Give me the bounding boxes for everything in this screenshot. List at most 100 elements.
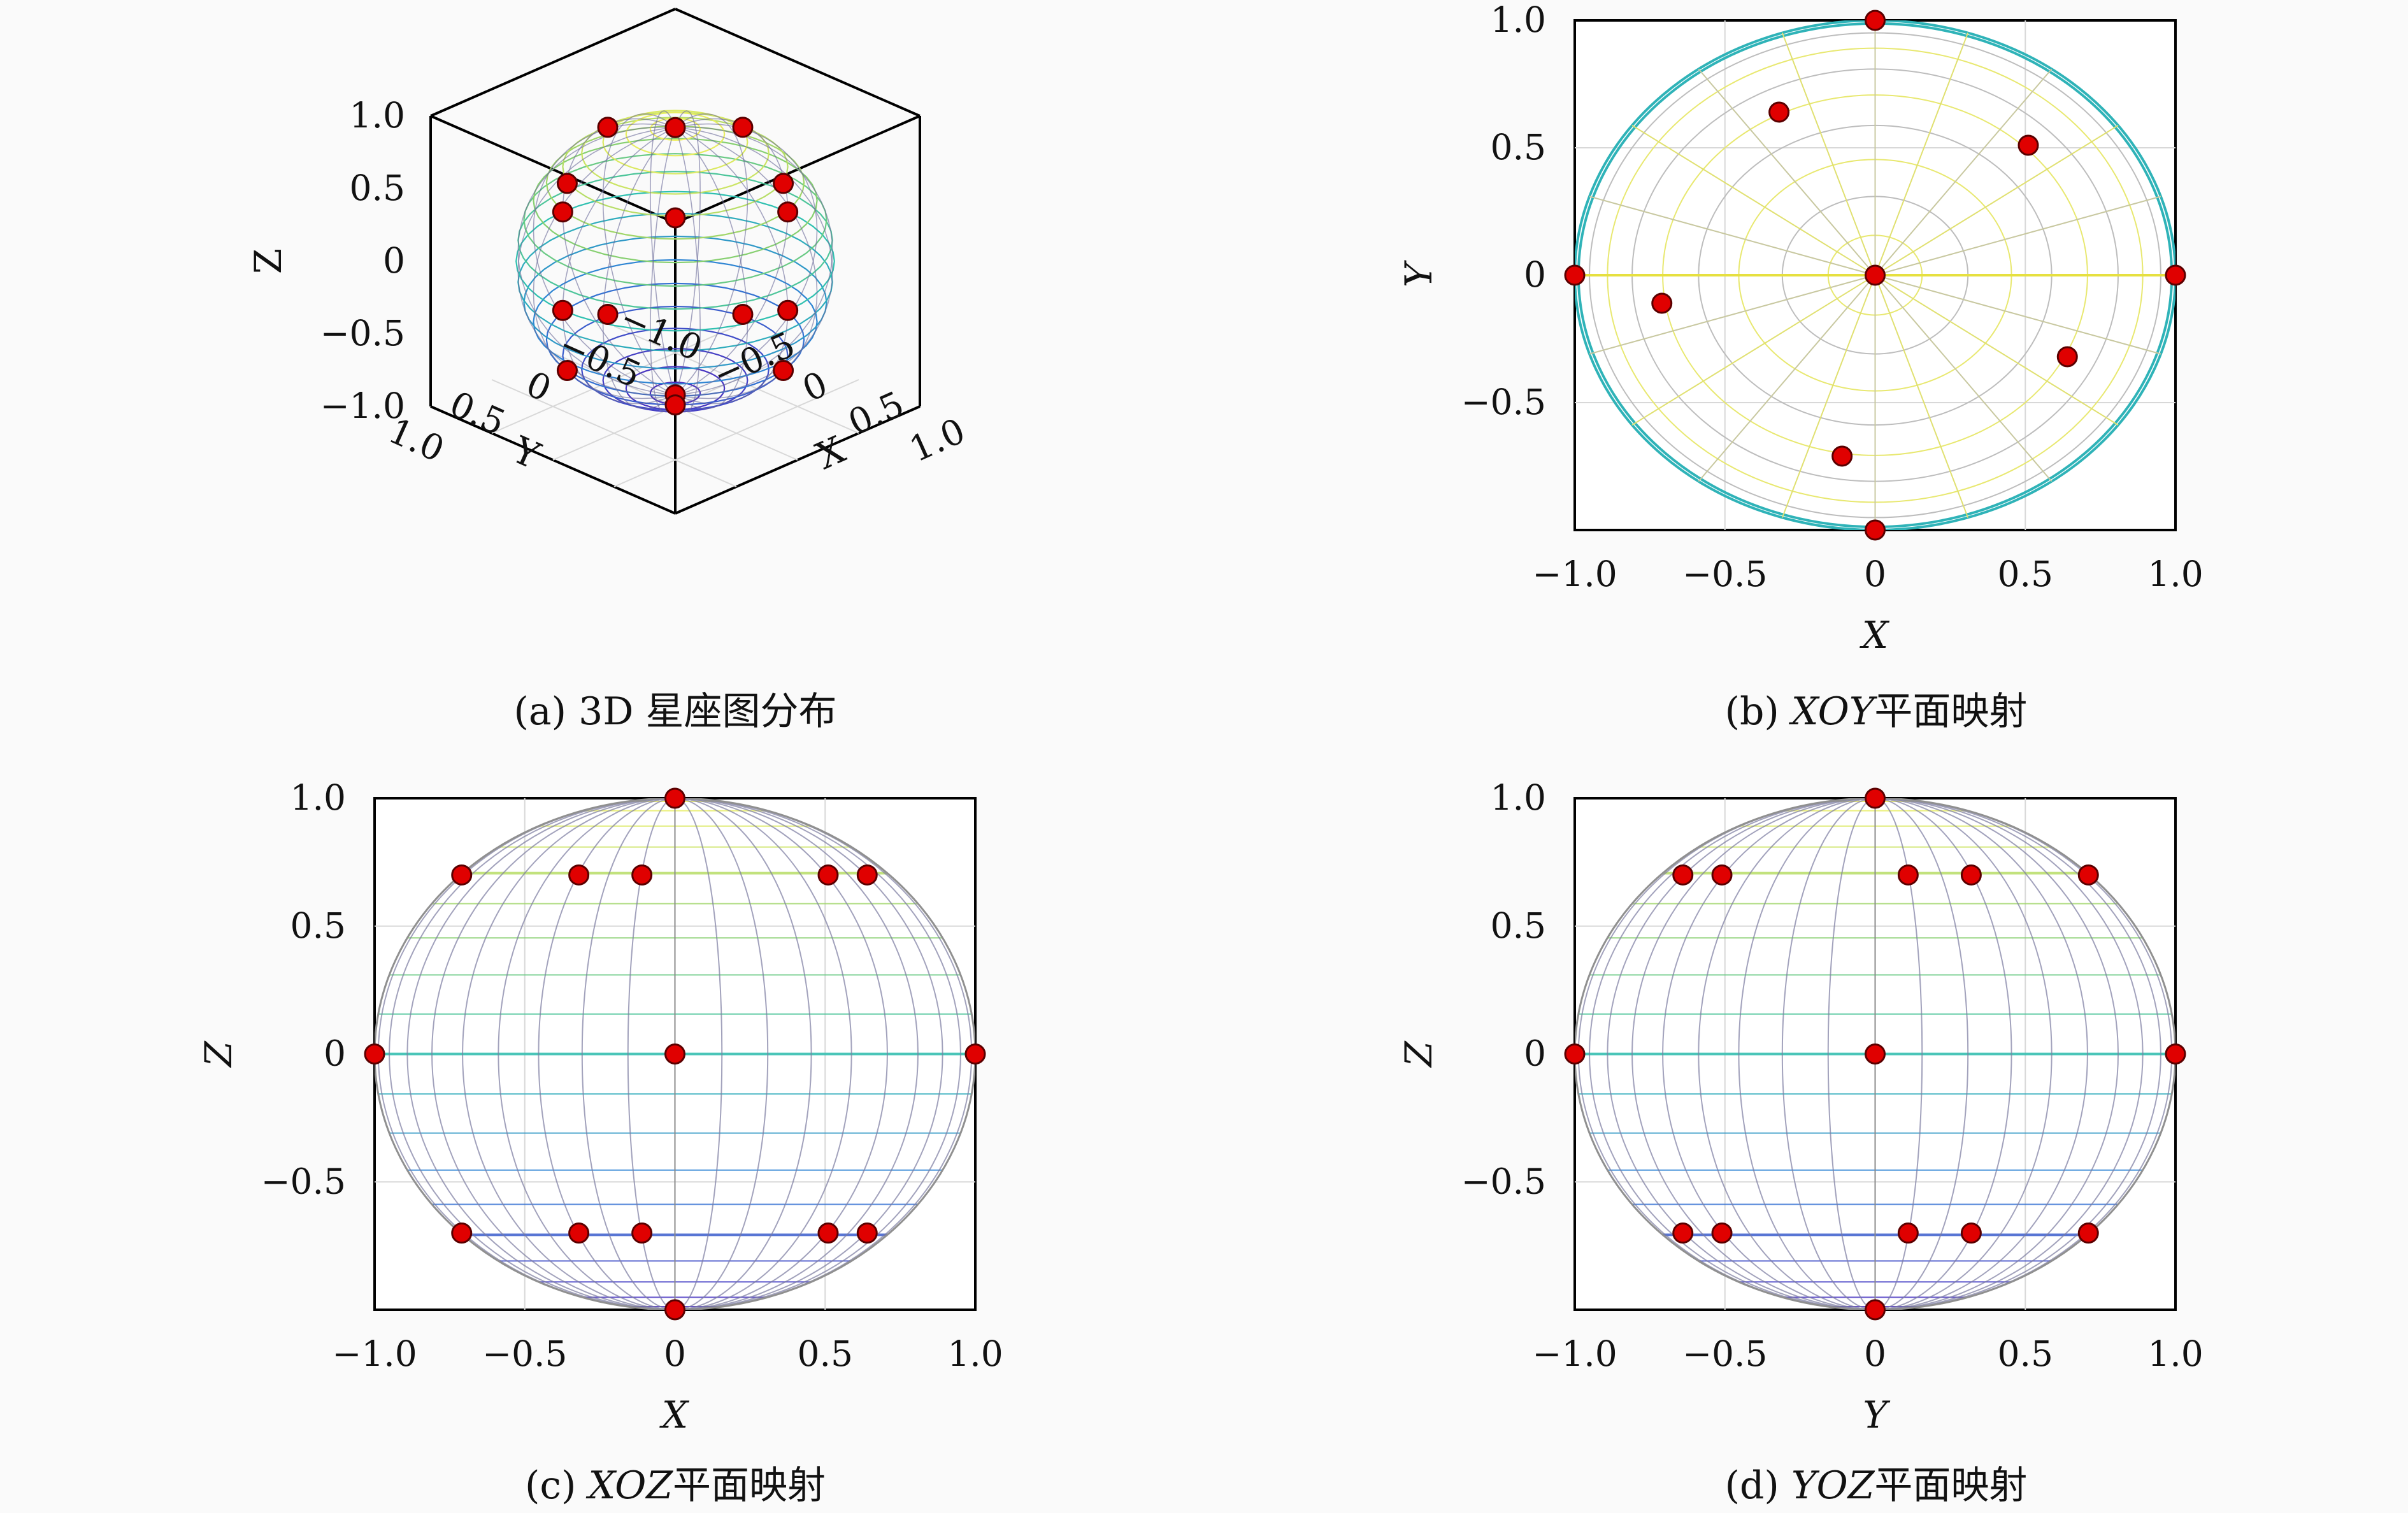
data-point [664, 117, 686, 138]
data-point [732, 117, 754, 138]
data-point [1897, 1223, 1919, 1244]
meridian-line [1589, 275, 1875, 355]
meridian-line [1781, 275, 1876, 518]
box-edge [675, 8, 921, 117]
data-point [2165, 1043, 2186, 1065]
panel-c-chart: −1.0 −0.5 0 0.5 1.0 1.0 0.5 0 −0.5 X Z [197, 777, 1003, 1437]
meridian-ellipse [538, 798, 812, 1310]
meridian-ellipse [627, 798, 723, 1310]
data-point [777, 201, 799, 223]
data-point [1897, 864, 1919, 886]
data-point [556, 360, 578, 382]
meridian-ellipse [581, 798, 769, 1310]
data-point [773, 173, 794, 194]
y-tick-label: 0 [1524, 254, 1546, 295]
x-tick-label: −1.0 [1532, 554, 1617, 594]
z-tick-label: −0.5 [320, 313, 405, 354]
meridian-line [1874, 275, 2053, 482]
panel-c-caption-italic: XOZ [585, 1463, 673, 1508]
y-tick-label: 0.5 [1491, 905, 1546, 946]
panel-a-3d-chart: 1.00.50−0.5−1.0Z1.00.5 0−0.5−1.0Y−0.50 0.5… [247, 8, 971, 515]
x-tick-label: 0 [1864, 554, 1886, 594]
data-point [1865, 10, 1886, 31]
data-point [1960, 864, 1982, 886]
meridian-ellipse [1631, 798, 2119, 1310]
data-point [568, 864, 590, 886]
data-point [597, 117, 619, 138]
data-point [631, 1223, 653, 1244]
meridian-ellipse [462, 798, 888, 1310]
data-point [732, 303, 754, 325]
y-axis-label: Z [1397, 1040, 1440, 1068]
meridian-line [675, 126, 833, 396]
meridian-line [675, 127, 701, 412]
panel-a-caption: (a) 3D 星座图分布 [513, 689, 836, 734]
meridian-ellipse [498, 798, 852, 1310]
meridian-line [1874, 68, 2053, 276]
x-tick-label: 0.5 [1998, 554, 2053, 594]
meridian-line [1631, 125, 1876, 276]
data-point [631, 864, 653, 886]
data-point [597, 303, 619, 325]
x-tick-label: 1.0 [947, 1333, 1003, 1374]
y-tick-label: 1.0 [290, 777, 346, 818]
y-tick-label: −0.5 [261, 1161, 346, 1201]
data-point [1672, 864, 1694, 886]
panel-b-caption-italic: XOY [1789, 689, 1878, 734]
meridian-ellipse [1781, 798, 1969, 1310]
data-point [664, 787, 685, 809]
data-point [1960, 1223, 1982, 1244]
y-tick-label: −0.5 [1461, 382, 1546, 422]
data-point [664, 207, 686, 229]
meridian-line [1874, 275, 1969, 518]
x-axis-label: Y [1863, 1393, 1890, 1437]
x-axis-label: X [659, 1393, 690, 1437]
meridian-ellipse [1662, 798, 2088, 1310]
panel-b-caption: (b) XOY平面映射 [1725, 689, 2028, 734]
y-tick-label: 0 [1524, 1033, 1546, 1074]
meridian-ellipse [1607, 798, 2144, 1310]
z-tick-label: 0 [383, 240, 405, 281]
meridian-line [1698, 68, 1876, 276]
panel-d-caption-italic: YOZ [1791, 1463, 1875, 1508]
data-point [1865, 264, 1886, 286]
data-point [364, 1043, 385, 1065]
data-point [773, 360, 794, 382]
x-tick-label: 0 [664, 1333, 686, 1374]
data-point [856, 864, 878, 886]
data-point [1831, 445, 1853, 467]
y-tick-label: 0 [324, 1033, 346, 1074]
meridian-ellipse [1827, 798, 1923, 1310]
x-tick-label: −0.5 [1682, 1333, 1768, 1374]
meridian-line [1589, 196, 1875, 276]
data-point [556, 173, 578, 194]
y-tick-label: 0.5 [1491, 127, 1546, 168]
meridian-line [1781, 32, 1876, 276]
data-point [552, 299, 573, 321]
data-point [1711, 864, 1733, 886]
data-point [1768, 101, 1790, 123]
x-tick-label: 1.0 [903, 410, 971, 470]
data-point [817, 864, 839, 886]
data-point [1865, 1299, 1886, 1321]
z-tick-label: 1.0 [350, 95, 405, 136]
meridian-ellipse [1698, 798, 2053, 1310]
data-point [2056, 346, 2078, 368]
panel-d-caption-suffix: 平面映射 [1874, 1463, 2027, 1508]
y-tick-label: −0.5 [1461, 1161, 1546, 1201]
meridian-line [675, 110, 701, 396]
x-tick-label: 0 [796, 363, 833, 410]
x-tick-label: 1.0 [2147, 554, 2203, 594]
y-axis-label: Y [1397, 260, 1440, 287]
data-point [451, 864, 473, 886]
data-point [1865, 787, 1886, 809]
meridian-line [1874, 32, 1969, 276]
data-point [817, 1223, 839, 1244]
meridian-line [1875, 275, 2161, 355]
panel-d-caption-prefix: (d) [1725, 1463, 1791, 1508]
x-tick-label: 0 [1864, 1333, 1886, 1374]
data-point [1564, 1043, 1586, 1065]
panel-b-chart: −1.0 −0.5 0 0.5 1.0 1.0 0.5 0 −0.5 X Y [1397, 0, 2204, 657]
x-axis-label: X [810, 427, 852, 478]
